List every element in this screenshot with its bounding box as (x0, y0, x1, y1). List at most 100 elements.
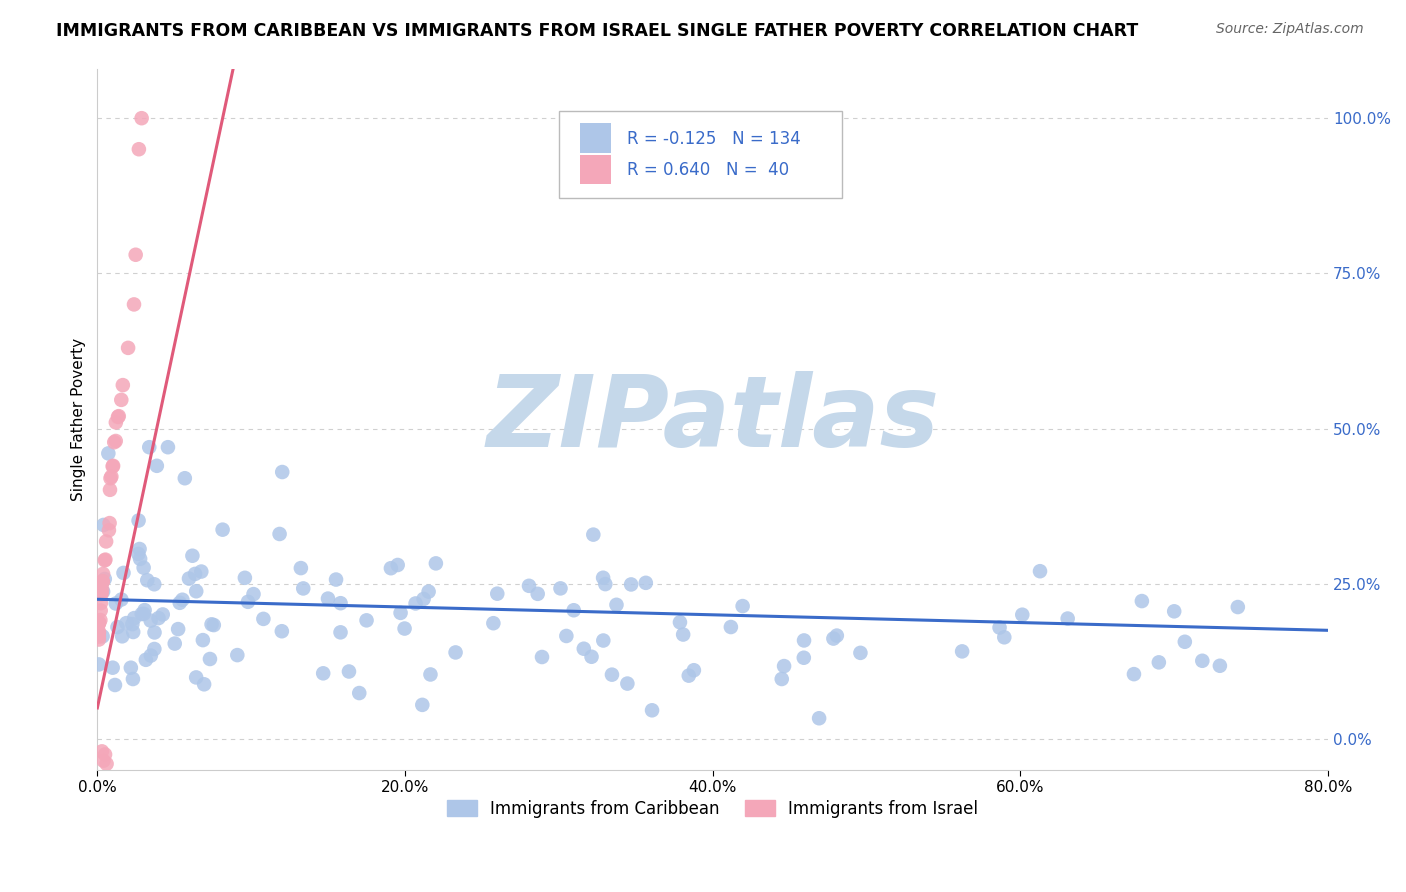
Point (98, 483, 121, 497)
Point (405, 597, 427, 611)
Point (101, 458, 124, 473)
Point (156, 440, 179, 454)
Point (87, 616, 110, 631)
Point (770, 672, 793, 686)
Point (90, 603, 112, 617)
Point (89, 613, 111, 627)
Point (236, 595, 259, 609)
Point (592, 633, 614, 648)
Point (90, 596, 112, 610)
Point (550, 582, 572, 596)
Point (91, 744, 114, 758)
Point (121, 617, 143, 632)
Point (808, 711, 831, 725)
Point (349, 686, 371, 700)
Point (172, 592, 194, 607)
Point (128, 142, 150, 156)
Point (132, 560, 155, 574)
Point (111, 378, 134, 392)
Point (122, 297, 145, 311)
Point (582, 527, 605, 541)
Point (329, 596, 352, 610)
Point (773, 659, 796, 673)
Point (93, 754, 115, 768)
Point (146, 458, 169, 473)
Point (104, 434, 127, 448)
Point (97, 523, 120, 537)
Point (90, 586, 112, 600)
Point (233, 571, 256, 585)
Point (91, 575, 114, 590)
Point (184, 566, 207, 581)
Point (849, 646, 872, 660)
Point (122, 672, 145, 686)
Point (988, 621, 1011, 635)
Point (110, 592, 132, 607)
Point (425, 557, 447, 571)
Point (252, 612, 274, 626)
Point (87, 632, 110, 647)
Point (634, 575, 657, 590)
Point (1011, 607, 1033, 622)
Point (139, 614, 162, 628)
Point (200, 617, 222, 632)
Point (595, 577, 617, 591)
Point (136, 573, 159, 587)
FancyBboxPatch shape (560, 111, 842, 198)
Point (111, 629, 134, 643)
Point (720, 620, 742, 634)
Text: R = 0.640   N =  40: R = 0.640 N = 40 (627, 161, 789, 179)
Point (135, 653, 157, 667)
Point (292, 582, 315, 596)
Point (104, 678, 127, 692)
Point (526, 587, 548, 601)
Point (122, 625, 145, 640)
Point (389, 606, 412, 620)
Point (616, 676, 638, 690)
Point (394, 622, 416, 636)
Point (202, 618, 225, 632)
Point (97, 446, 120, 460)
Point (211, 523, 233, 537)
Point (152, 607, 174, 622)
Point (163, 636, 186, 650)
Point (412, 592, 434, 607)
Point (87, 616, 110, 631)
Point (94, 747, 117, 762)
Point (93, 518, 115, 533)
Point (87, 657, 110, 672)
Point (100, 469, 122, 483)
Point (387, 558, 409, 572)
Point (148, 611, 170, 625)
Point (1056, 611, 1078, 625)
Point (107, 409, 129, 424)
Point (104, 416, 127, 430)
Point (173, 471, 195, 485)
Point (198, 652, 221, 666)
Point (91, 574, 114, 588)
Point (186, 584, 208, 599)
Legend: Immigrants from Caribbean, Immigrants from Israel: Immigrants from Caribbean, Immigrants fr… (440, 794, 986, 825)
Point (290, 561, 312, 575)
Point (950, 644, 973, 658)
Point (131, 111, 153, 125)
Point (411, 698, 433, 712)
Point (107, 620, 129, 634)
Point (486, 587, 509, 601)
Text: IMMIGRANTS FROM CARIBBEAN VS IMMIGRANTS FROM ISRAEL SINGLE FATHER POVERTY CORREL: IMMIGRANTS FROM CARIBBEAN VS IMMIGRANTS … (56, 22, 1139, 40)
Point (444, 645, 467, 659)
Point (167, 622, 190, 636)
Point (620, 577, 643, 591)
Point (419, 667, 441, 681)
Point (91, 629, 114, 643)
Point (337, 665, 360, 679)
Point (329, 625, 352, 640)
Point (1123, 667, 1146, 681)
Point (1029, 564, 1052, 578)
Point (271, 465, 294, 479)
Point (129, 551, 152, 566)
Point (177, 572, 200, 586)
Point (1163, 604, 1185, 618)
Point (193, 677, 215, 691)
Point (482, 616, 505, 631)
